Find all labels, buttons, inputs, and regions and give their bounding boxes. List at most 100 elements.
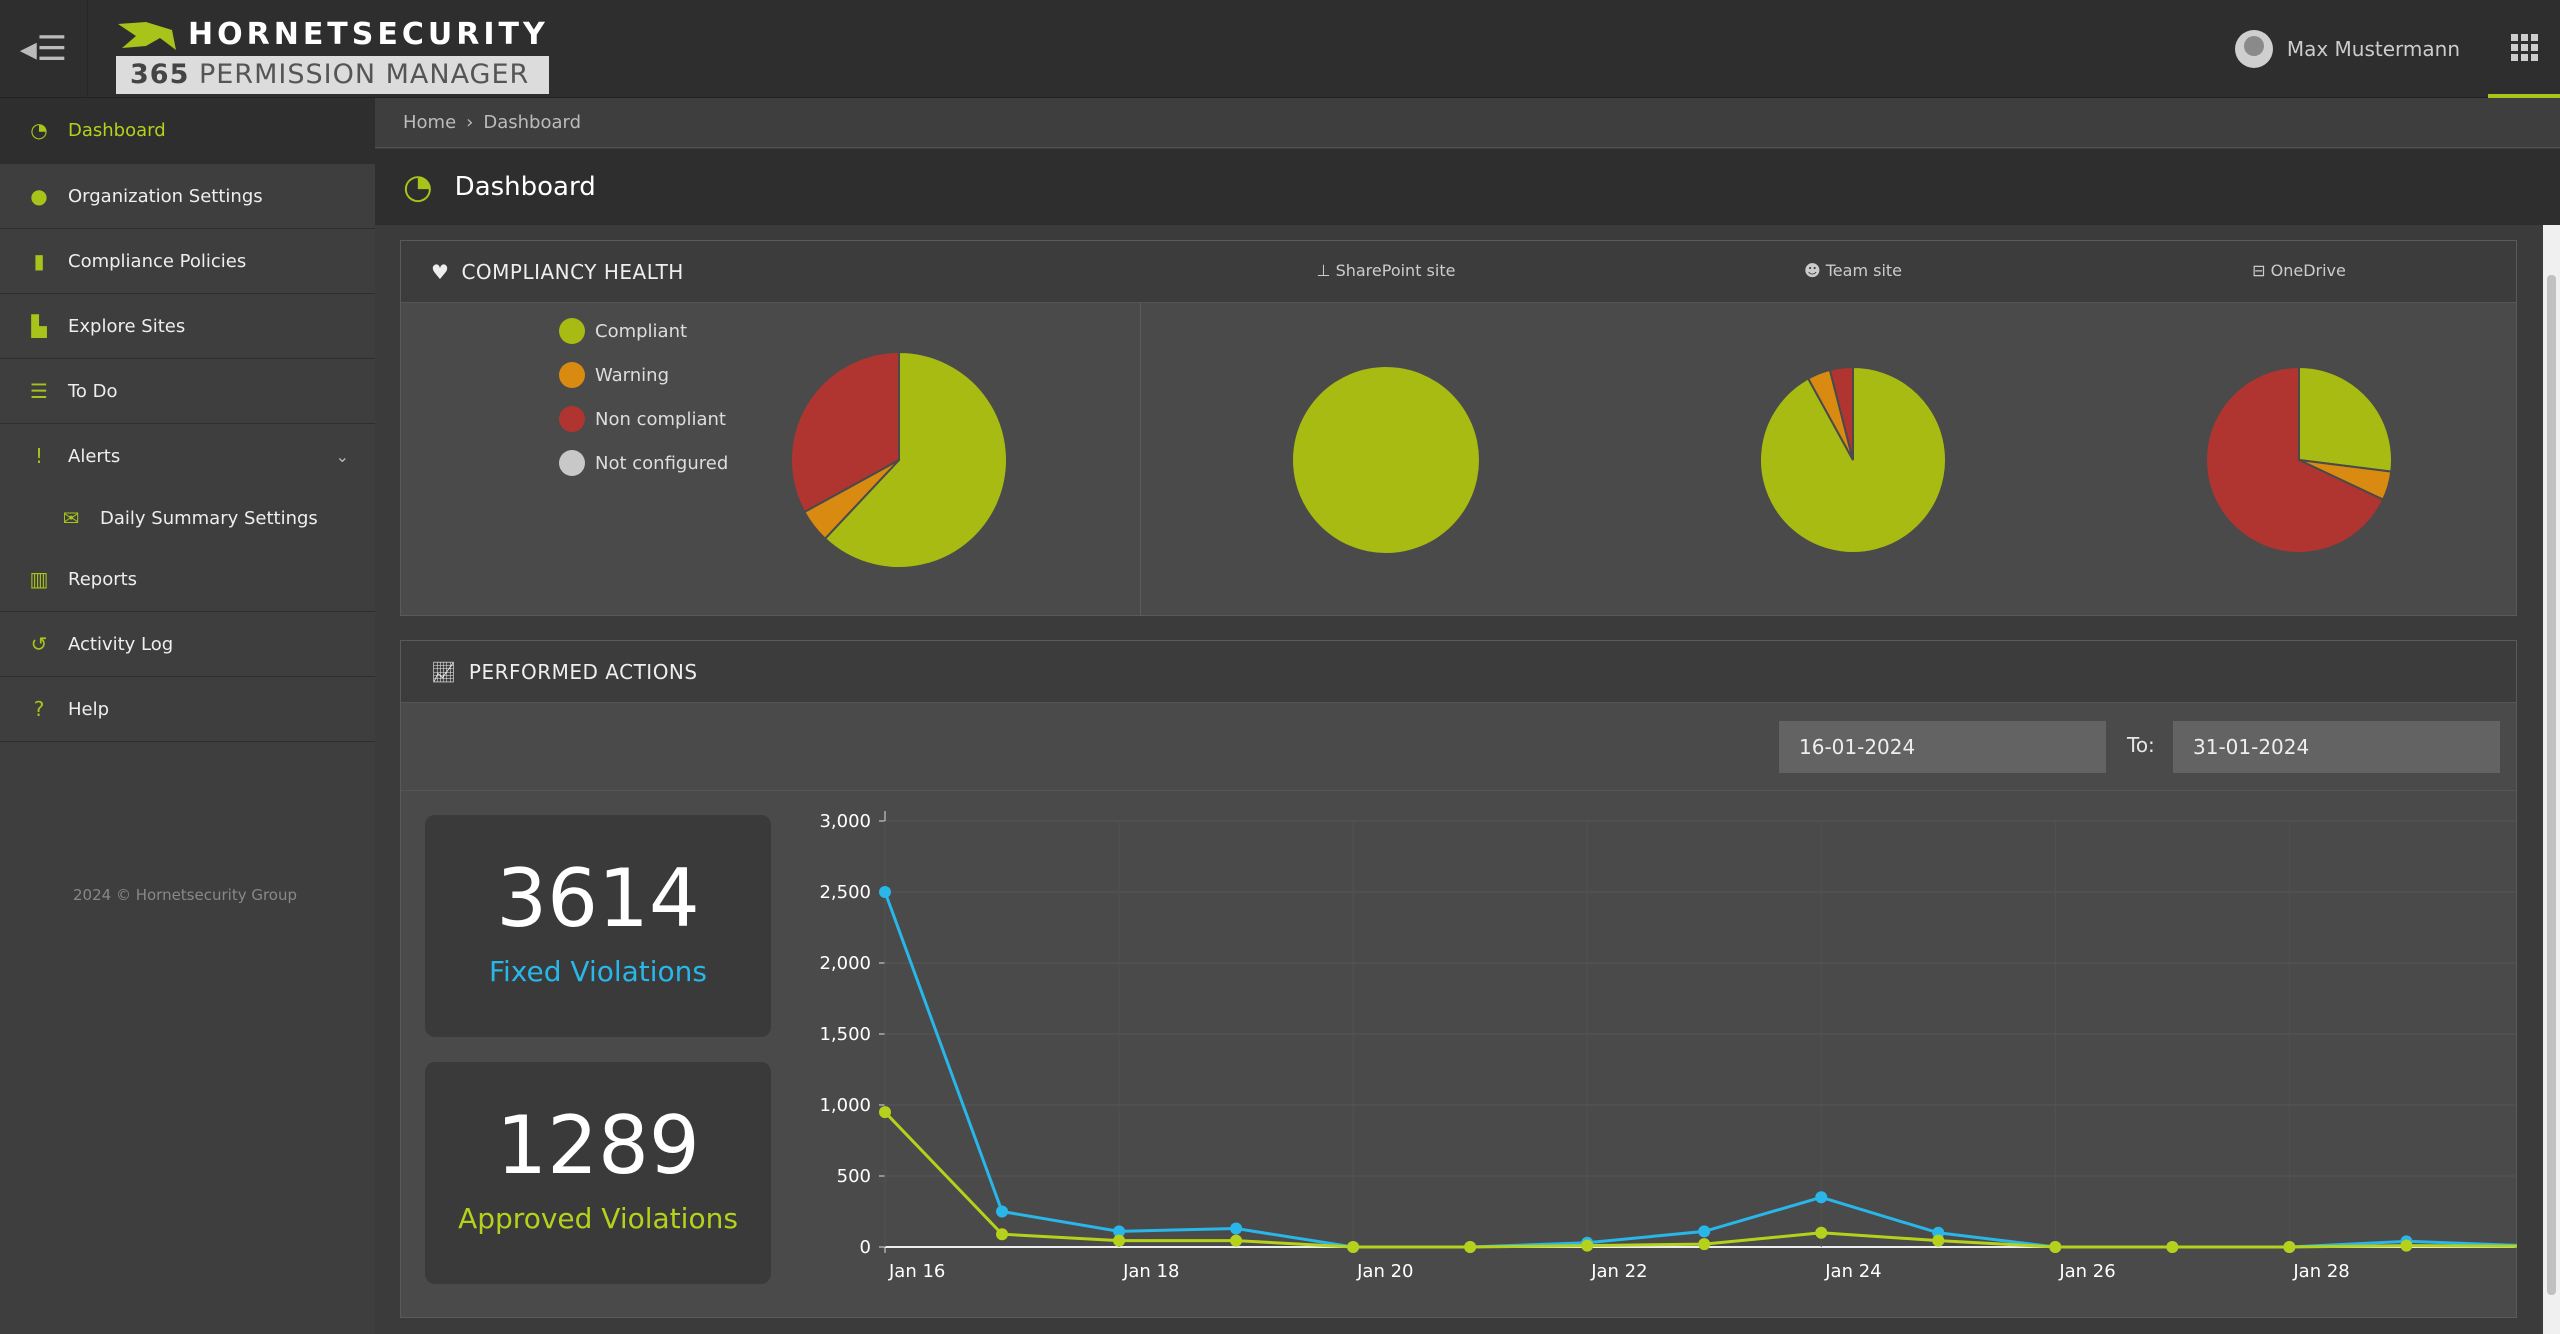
sidebar-item-dashboard[interactable]: ◔ Dashboard [0, 98, 375, 162]
data-point[interactable] [2400, 1239, 2413, 1252]
pie-slice-overall[interactable] [790, 350, 900, 514]
team-site-label: ☻ Team site [1803, 261, 1903, 280]
label: Activity Log [68, 633, 174, 655]
chevron-down-icon: ⌄ [335, 446, 349, 466]
sidebar-item-compliance-policies[interactable]: ▮ Compliance Policies [0, 229, 375, 293]
to-label: To: [2127, 733, 2155, 757]
sidebar-item-explore-sites[interactable]: ▙ Explore Sites [0, 294, 375, 358]
to-date-input[interactable] [2173, 721, 2500, 773]
x-tick-label: Jan 24 [1824, 1261, 1881, 1282]
fixed-violations-count: 3614 [496, 852, 700, 945]
data-point[interactable] [996, 1228, 1009, 1241]
pie-slice-onedrive[interactable] [2298, 365, 2393, 473]
pie-charts [790, 350, 2393, 569]
y-tick-label: 2,000 [819, 953, 871, 974]
book-icon: ▮ [33, 249, 45, 273]
user-menu[interactable]: Max Mustermann [2234, 0, 2460, 98]
performed-actions-line-chart: 0 500 1,000 1,500 2,000 2,500 3,000 Jan 16 Jan 1… [819, 811, 2517, 1282]
legend-warning[interactable]: Warning [559, 353, 728, 397]
data-point[interactable] [879, 886, 891, 898]
data-point[interactable] [996, 1205, 1009, 1218]
legend-non-compliant[interactable]: Non compliant [559, 397, 728, 441]
label: Alerts [68, 445, 121, 467]
scrollbar-thumb[interactable] [2547, 275, 2556, 1295]
data-point[interactable] [1113, 1225, 1126, 1238]
y-tick-label: 1,000 [819, 1095, 871, 1116]
x-tick-label: Jan 22 [1590, 1261, 1647, 1282]
sidebar-item-to-do[interactable]: ☰ To Do [0, 359, 375, 423]
data-point[interactable] [1581, 1239, 1594, 1252]
data-point[interactable] [1698, 1238, 1711, 1251]
label: Explore Sites [68, 315, 186, 337]
data-point[interactable] [1464, 1241, 1477, 1253]
divider [1140, 303, 1141, 615]
onedrive-label: ⊟ OneDrive [2252, 261, 2346, 280]
label: To Do [68, 380, 118, 402]
x-tick-label: Jan 18 [1122, 1261, 1179, 1282]
envelope-icon: ✉ [62, 506, 80, 530]
pie-slice-overall[interactable] [823, 350, 1008, 569]
label: Help [68, 698, 110, 720]
data-point[interactable] [1698, 1225, 1711, 1238]
approved-violations-count: 1289 [496, 1099, 700, 1192]
help-icon: ? [33, 697, 45, 721]
y-tick-label: 0 [860, 1237, 871, 1258]
data-point[interactable] [879, 1106, 891, 1119]
page-header: ◔ Dashboard [375, 149, 2560, 225]
data-point[interactable] [2049, 1241, 2062, 1253]
fixed-violations-label: Fixed Violations [488, 955, 708, 988]
data-point[interactable] [1815, 1226, 1828, 1239]
data-point[interactable] [1113, 1234, 1126, 1247]
label: Reports [68, 568, 138, 590]
logo[interactable]: HORNETSECURITY 365 PERMISSION MANAGER [116, 20, 549, 94]
product-name: 365 PERMISSION MANAGER [116, 56, 549, 94]
from-date-input[interactable] [1779, 721, 2106, 773]
list-icon: ☰ [30, 379, 48, 403]
compliancy-health-panel: ♥ COMPLIANCY HEALTH Compliant Warning Non… [400, 240, 2517, 616]
legend-not-configured[interactable]: Not configured [559, 441, 728, 485]
globe-icon: ● [30, 184, 48, 208]
approved-violations-card: 1289 Approved Violations [425, 1062, 771, 1284]
label: Organization Settings [68, 185, 263, 207]
legend-compliant[interactable]: Compliant [559, 309, 728, 353]
sidebar-item-organization-settings[interactable]: ● Organization Settings [0, 164, 375, 228]
page-title: Dashboard [454, 172, 596, 202]
pie-slice-onedrive[interactable] [2205, 365, 2385, 554]
alert-icon: ! [34, 444, 44, 468]
x-tick-label: Jan 20 [1356, 1261, 1413, 1282]
bar-chart-icon: ▥ [29, 567, 49, 591]
pie-slice-sharepoint[interactable] [1293, 367, 1479, 553]
label: Compliance Policies [68, 250, 247, 272]
breadcrumb-home[interactable]: Home [403, 112, 457, 133]
data-point[interactable] [1815, 1191, 1828, 1204]
panel-title: COMPLIANCY HEALTH [461, 259, 684, 284]
pie-slice-team-site[interactable] [1828, 365, 1854, 461]
binoculars-icon: ▙ [31, 314, 47, 338]
approved-violations-label: Approved Violations [458, 1202, 738, 1235]
data-point[interactable] [2283, 1241, 2296, 1253]
y-tick-label: 2,500 [819, 882, 871, 903]
panel-title: PERFORMED ACTIONS [468, 659, 698, 684]
fixed-violations-card: 3614 Fixed Violations [425, 815, 771, 1037]
user-name: Max Mustermann [2286, 37, 2460, 61]
dashboard-icon: ◔ [30, 118, 48, 142]
sidebar-item-daily-summary-settings[interactable]: ✉ Daily Summary Settings [0, 486, 375, 550]
data-point[interactable] [1347, 1241, 1360, 1253]
data-point[interactable] [1932, 1234, 1945, 1247]
sidebar-item-alerts[interactable]: ! Alerts ⌄ [0, 424, 375, 488]
sidebar: ◔ Dashboard ● Organization Settings ▮ Compl… [0, 98, 375, 1334]
x-tick-label: Jan 26 [2058, 1261, 2115, 1282]
scrollbar[interactable] [2543, 225, 2560, 1334]
heart-icon: ♥ [431, 259, 450, 284]
data-point[interactable] [1230, 1222, 1243, 1235]
line-chart-icon: 📈︎ [431, 659, 457, 684]
data-point[interactable] [1230, 1234, 1243, 1247]
chevron-right-icon: › [466, 112, 474, 133]
sidebar-item-activity-log[interactable]: ↺ Activity Log [0, 612, 375, 676]
data-point[interactable] [2166, 1241, 2179, 1253]
sidebar-item-help[interactable]: ? Help [0, 677, 375, 741]
breadcrumb: Home › Dashboard [375, 98, 2560, 148]
sidebar-toggle-icon[interactable]: ◂☰ [0, 0, 88, 98]
apps-grid-icon[interactable] [2488, 0, 2560, 98]
sidebar-item-reports[interactable]: ▥ Reports [0, 547, 375, 611]
